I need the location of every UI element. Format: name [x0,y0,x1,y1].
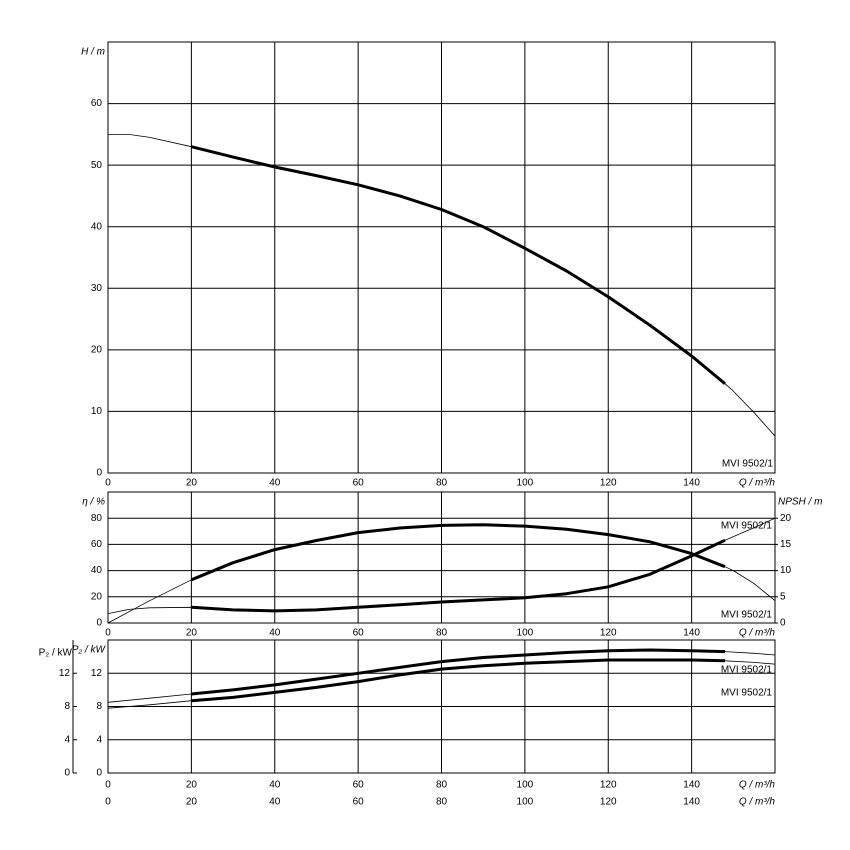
curve-label: MVI 9502/1 [721,665,773,676]
curve [191,648,726,696]
y-tick-label: 10 [91,406,103,417]
x-tick-label: 100 [517,478,534,489]
x-tick-label: 20 [186,628,198,639]
y2-axis-label: NPSH / m [778,497,822,508]
x-tick-label: 0 [105,478,111,489]
y-tick-label: 20 [91,344,103,355]
x-tick-label: 60 [353,797,365,808]
x-tick-label: 140 [683,478,700,489]
y-tick-label: 40 [91,221,103,232]
y-axis-label: P₂ / kW [72,645,107,656]
x-tick-label: 40 [269,628,281,639]
x-tick-label: 100 [517,780,534,791]
x-tick-label: 0 [105,797,111,808]
curve [191,145,726,385]
y-tick-label: 20 [91,591,103,602]
curve [190,523,726,582]
x-tick-label: 40 [269,780,281,791]
y-tick-label: 0 [96,618,102,629]
x-tick-label: 20 [186,478,198,489]
y2-tick-label: 10 [780,565,792,576]
x-tick-label: 0 [105,780,111,791]
curve [191,658,726,703]
x-tick-label: 120 [600,628,617,639]
x-axis-label: Q / m³/h [739,797,776,808]
x-axis-label: Q / m³/h [739,780,776,791]
x-tick-label: 0 [105,628,111,639]
curve-label: MVI 9502/1 [721,688,773,699]
x-tick-label: 60 [353,628,365,639]
x-tick-label: 140 [683,780,700,791]
y2-tick-label: 0 [780,618,786,629]
curve-label: MVI 9502/1 [722,459,774,470]
x-axis-label: Q / m³/h [739,478,776,489]
x-tick-label: 100 [517,628,534,639]
y-tick-label: 40 [91,565,103,576]
x-tick-label: 20 [186,780,198,791]
y-tick-label: 60 [91,539,103,550]
y-axis-label: η / % [82,497,105,508]
x-tick-label: 60 [353,478,365,489]
curve [191,538,726,613]
y-tick-label: 4 [96,734,102,745]
y-tick-label: 50 [91,160,103,171]
x-tick-label: 120 [600,797,617,808]
curve-label: MVI 9502/1 [721,610,773,621]
y2-tick-label: 15 [780,539,792,550]
x-tick-label: 100 [517,797,534,808]
x-tick-label: 80 [436,797,448,808]
x-tick-label: 80 [436,780,448,791]
y-tick-label: 80 [91,513,103,524]
y-tick-label: 30 [91,283,103,294]
y-tick-label: 8 [96,701,102,712]
x-tick-label: 20 [186,797,198,808]
x-tick-label: 40 [269,478,281,489]
x-tick-label: 80 [436,628,448,639]
x-tick-label: 80 [436,478,448,489]
x-tick-label: 140 [683,797,700,808]
x-tick-label: 140 [683,628,700,639]
y2-tick-label: 20 [780,513,792,524]
y-tick-label: 0 [96,468,102,479]
y-tick-label: 8 [64,701,70,712]
y-tick-label: 12 [59,668,71,679]
y-tick-label: 60 [91,98,103,109]
x-tick-label: 60 [353,780,365,791]
y-axis-label: P₂ / kW [39,648,73,659]
y2-tick-label: 5 [780,591,786,602]
y-axis-label: H / m [81,47,105,58]
y-tick-label: 4 [64,734,70,745]
y-tick-label: 12 [91,668,103,679]
curve-label: MVI 9502/1 [721,521,773,532]
x-tick-label: 120 [600,780,617,791]
y-tick-label: 0 [64,768,70,779]
x-tick-label: 120 [600,478,617,489]
x-tick-label: 40 [269,797,281,808]
x-axis-label: Q / m³/h [739,628,776,639]
y-tick-label: 0 [96,768,102,779]
